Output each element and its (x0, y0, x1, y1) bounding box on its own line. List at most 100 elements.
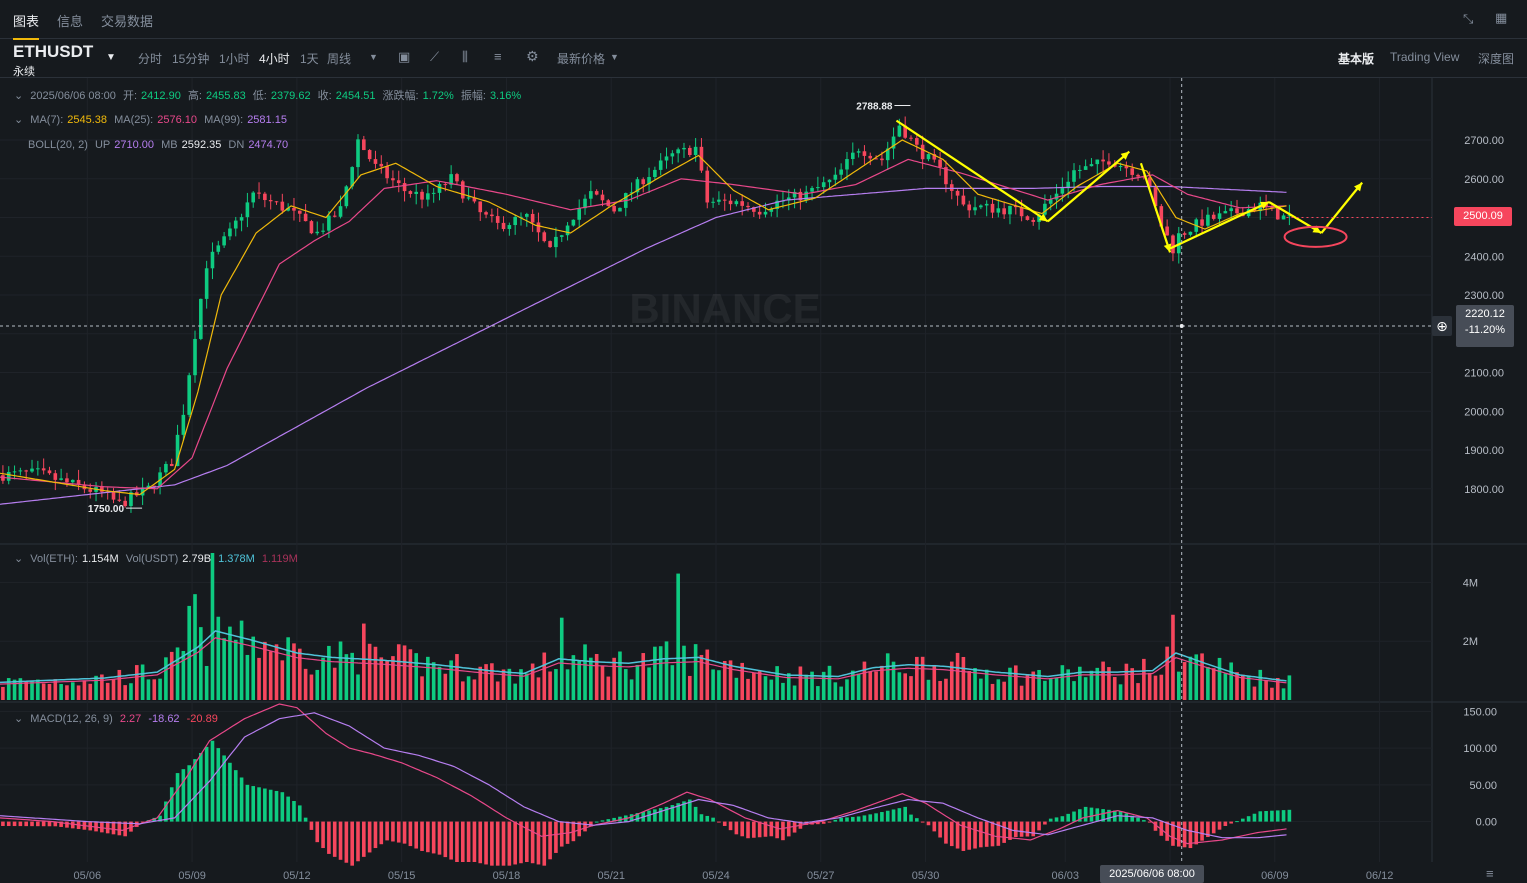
volume-bar (12, 679, 17, 700)
volume-bar (140, 664, 145, 700)
macd-hist-value: -20.89 (186, 713, 218, 725)
chevron-down-icon[interactable]: ⌄ (14, 553, 24, 565)
macd-histogram-bar (70, 821, 75, 829)
volume-bar (1194, 654, 1199, 700)
candle-body (478, 201, 483, 213)
candle-body (682, 147, 686, 150)
macd-histogram-bar (321, 821, 325, 849)
candle-body (501, 222, 506, 229)
volume-bar (519, 669, 523, 700)
volume-bar (332, 667, 337, 700)
macd-histogram-bar (1072, 811, 1076, 822)
candle-body (734, 201, 739, 205)
macd-histogram-bar (1200, 821, 1204, 841)
macd-histogram-bar (373, 821, 378, 849)
price-type-select[interactable]: 最新价格 (557, 52, 606, 66)
view-basic[interactable]: 基本版 (1338, 52, 1375, 66)
price-type-dropdown-icon[interactable]: ▼ (610, 52, 619, 62)
candle-body (1287, 215, 1292, 217)
settings-gear-icon[interactable]: ⚙ (526, 48, 539, 64)
macd-histogram-bar (65, 821, 69, 828)
volume-bar (1060, 665, 1065, 700)
more-timeframes-icon[interactable]: ▼ (369, 52, 378, 62)
volume-bar (391, 656, 395, 700)
volume-bar (746, 678, 750, 700)
volume-bar (1, 686, 5, 700)
candle-body (1089, 164, 1094, 167)
tab-info[interactable]: 信息 (57, 14, 84, 29)
volume-bar (164, 657, 168, 700)
target-ellipse (1283, 225, 1348, 248)
boll-dn-label: DN (228, 139, 245, 151)
indicator-icon[interactable]: ≡ (494, 49, 502, 64)
chevron-down-icon[interactable]: ⌄ (14, 90, 24, 102)
candle-body (222, 236, 226, 246)
volume-bar (373, 646, 378, 700)
chevron-down-icon[interactable]: ⌄ (14, 114, 24, 126)
drawing-tools-icon[interactable]: ⟋ (430, 49, 440, 64)
volume-bar (414, 653, 419, 700)
macd-histogram-bar (530, 821, 535, 864)
layout-grid-icon[interactable]: ▦ (1495, 10, 1508, 25)
volume-bar (513, 683, 517, 700)
candle-body (746, 205, 750, 208)
candle-body (274, 201, 279, 203)
volume-bar (594, 653, 599, 700)
timeframe-1w[interactable]: 周线 (327, 52, 352, 66)
timeframe-1h[interactable]: 1小时 (219, 52, 250, 66)
tab-trading-data[interactable]: 交易数据 (101, 14, 154, 29)
volume-bar (1083, 677, 1088, 700)
volume-bar (885, 653, 890, 700)
timeframe-tick[interactable]: 分时 (138, 52, 163, 66)
candle-body (373, 159, 378, 164)
ma7-value: 2545.38 (67, 114, 108, 126)
candle-body (868, 155, 873, 159)
candle-body (833, 174, 838, 180)
volume-bar (1182, 662, 1187, 700)
candle-body (18, 470, 23, 472)
macd-histogram-bar (437, 821, 442, 855)
candle-body (332, 215, 337, 217)
view-trading-view[interactable]: Trading View (1390, 50, 1460, 64)
timeframe-15m[interactable]: 15分钟 (172, 52, 210, 66)
candle-body (530, 213, 535, 223)
trend-arrow (1169, 201, 1270, 250)
collapse-icon[interactable]: ⤡ (1463, 11, 1474, 26)
macd-histogram-bar (117, 821, 122, 836)
volume-bar (350, 652, 354, 700)
volume-bar (827, 665, 832, 700)
candle-body (1235, 208, 1239, 214)
candle-body (437, 184, 442, 193)
candle-body (722, 199, 727, 201)
volume-bar (286, 637, 290, 700)
macd-histogram-bar (257, 787, 261, 822)
macd-histogram-bar (379, 821, 384, 845)
symbol-name[interactable]: ETHUSDT (13, 42, 94, 61)
volume-bar (606, 676, 611, 700)
symbol-dropdown-icon[interactable]: ▼ (106, 52, 116, 63)
macd-histogram-bar (903, 806, 907, 822)
macd-histogram-bar (513, 821, 517, 865)
binance-watermark: BINANCE (629, 285, 820, 332)
axis-settings-icon[interactable]: ≡ (1486, 866, 1494, 881)
timeframe-1d[interactable]: 1天 (300, 52, 319, 66)
volume-bar (455, 654, 459, 700)
volume-bar (268, 651, 273, 700)
volume-bar (257, 657, 261, 700)
candle-body (1270, 206, 1274, 208)
candle-body (612, 205, 616, 212)
add-alert-icon[interactable]: ⊕ (1432, 316, 1452, 336)
timeframe-4h[interactable]: 4小时 (259, 52, 290, 66)
change-value: 1.72% (422, 90, 454, 102)
tab-chart[interactable]: 图表 (13, 11, 40, 40)
macd-histogram-bar (1264, 810, 1268, 822)
volume-bar (1171, 614, 1175, 700)
chevron-down-icon[interactable]: ⌄ (14, 713, 24, 725)
macd-histogram-bar (705, 815, 710, 822)
macd-histogram-bar (402, 821, 407, 844)
volume-bar (926, 679, 931, 700)
candle-type-icon[interactable]: ⫼ (462, 49, 468, 64)
view-depth[interactable]: 深度图 (1478, 52, 1515, 66)
calendar-icon[interactable]: ▣ (398, 49, 411, 64)
